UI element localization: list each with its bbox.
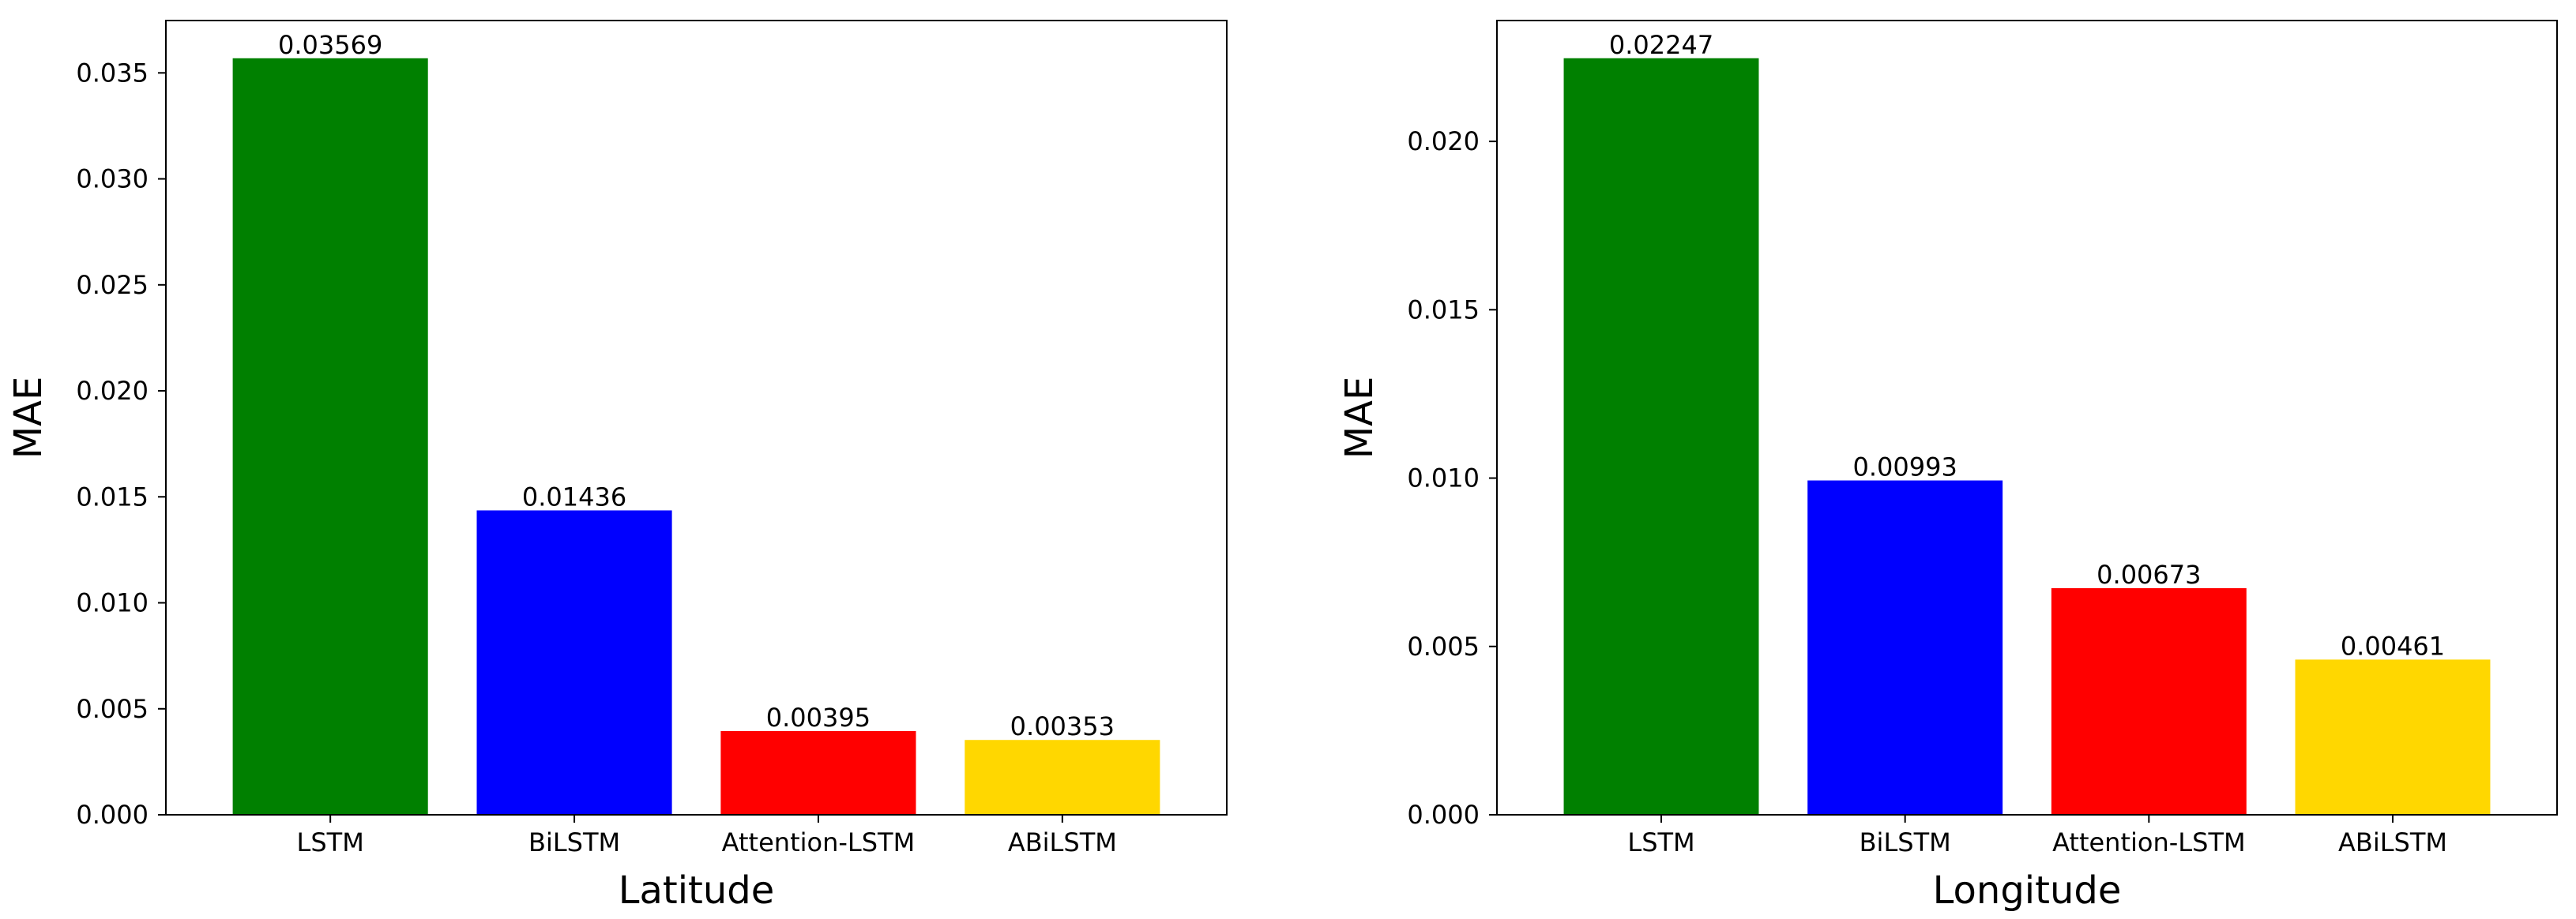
x-tick-label: ABiLSTM — [2338, 827, 2447, 857]
x-tick-label: LSTM — [297, 827, 364, 857]
x-tick-label: BiLSTM — [528, 827, 620, 857]
y-tick-label: 0.020 — [76, 376, 149, 406]
x-tick-label: Attention-LSTM — [722, 827, 916, 857]
y-tick-label: 0.000 — [76, 800, 149, 830]
x-tick-label: LSTM — [1627, 827, 1694, 857]
y-tick-label: 0.035 — [76, 58, 149, 88]
bar-lstm — [232, 58, 428, 816]
y-tick-label: 0.025 — [76, 270, 149, 300]
data-label: 0.00395 — [766, 703, 871, 733]
data-label: 0.01436 — [522, 482, 626, 512]
latitude-chart: 0.03569 LSTM 0.01436 BiLSTM 0.00395 Attention… — [6, 20, 1228, 913]
y-tick-label: 0.020 — [1407, 126, 1480, 156]
x-axis-title: Latitude — [619, 868, 775, 913]
bar-attention-lstm — [720, 730, 916, 815]
bar-bilstm — [476, 510, 672, 815]
y-tick-label: 0.015 — [1407, 294, 1480, 324]
y-axis-title: MAE — [1337, 377, 1382, 460]
data-label: 0.00673 — [2097, 560, 2201, 590]
y-axis-title: MAE — [6, 377, 51, 460]
data-label: 0.02247 — [1609, 30, 1713, 60]
x-tick-label: BiLSTM — [1860, 827, 1951, 857]
x-axis-title: Longitude — [1933, 868, 2122, 913]
y-tick-label: 0.005 — [1407, 632, 1480, 662]
bar-attention-lstm — [2051, 587, 2247, 815]
plot-frame — [1496, 20, 2558, 816]
bar-bilstm — [1807, 480, 2003, 815]
y-tick-label: 0.010 — [76, 588, 149, 618]
bar-lstm — [1563, 58, 1759, 815]
x-tick-label: Attention-LSTM — [2052, 827, 2246, 857]
y-tick-label: 0.005 — [76, 694, 149, 724]
longitude-chart: 0.02247 LSTM 0.00993 BiLSTM 0.00673 Attention… — [1337, 20, 2558, 913]
y-tick-label: 0.000 — [1407, 800, 1480, 830]
y-tick-label: 0.015 — [76, 482, 149, 512]
data-label: 0.03569 — [278, 30, 382, 60]
data-label: 0.00353 — [1010, 711, 1115, 741]
y-tick-label: 0.030 — [76, 164, 149, 194]
bar-abilstm — [2295, 659, 2491, 815]
plot-frame — [165, 20, 1228, 816]
y-tick-label: 0.010 — [1407, 463, 1480, 493]
data-label: 0.00993 — [1853, 452, 1957, 482]
bar-abilstm — [965, 740, 1160, 815]
data-label: 0.00461 — [2341, 631, 2445, 661]
x-tick-label: ABiLSTM — [1008, 827, 1117, 857]
